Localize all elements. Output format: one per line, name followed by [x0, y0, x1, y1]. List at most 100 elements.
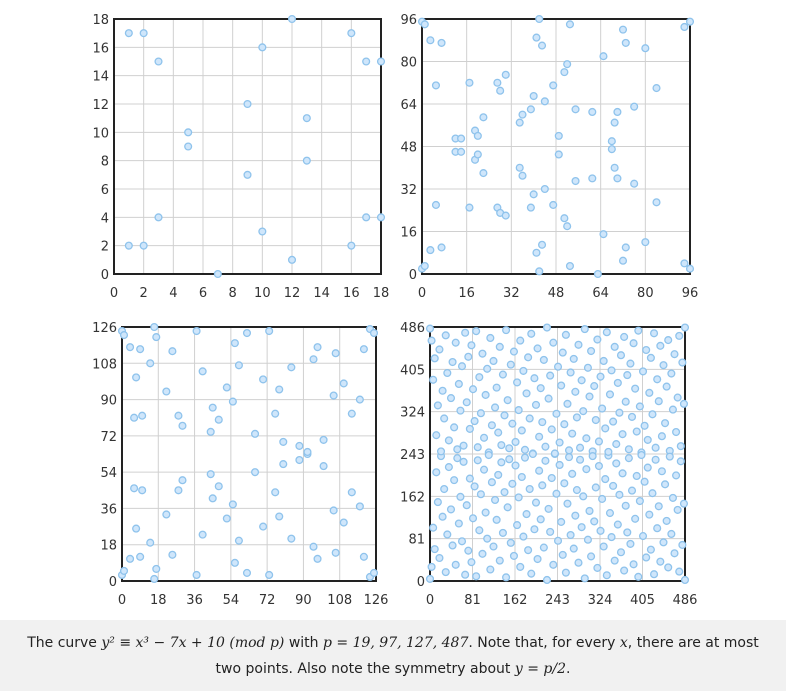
data-point — [527, 569, 536, 578]
x-tick-label: 0 — [426, 593, 434, 608]
caption-x: x — [619, 634, 628, 651]
data-point — [546, 527, 555, 536]
data-point — [124, 29, 133, 38]
caption-text-4: , there are at most two points. Also not… — [215, 634, 759, 677]
data-point — [541, 442, 550, 451]
data-point — [602, 571, 611, 580]
scatter-panel-p19: 0 2 4 6 8 10 12 14 16 18 0 2 4 6 8 10 12 14 16 18 — [92, 13, 389, 301]
data-point — [616, 548, 626, 557]
data-point — [505, 455, 514, 464]
data-point — [560, 479, 569, 488]
data-point — [174, 411, 183, 420]
data-point — [580, 574, 589, 583]
data-point — [243, 170, 252, 179]
data-point — [565, 261, 575, 271]
data-point — [502, 573, 511, 582]
y-tick-label: 48 — [400, 141, 417, 156]
y-tick-label: 72 — [100, 430, 117, 445]
data-point — [230, 339, 239, 348]
data-point — [420, 20, 429, 29]
data-point — [519, 366, 528, 375]
data-point — [613, 520, 622, 529]
data-point — [563, 499, 572, 508]
data-point — [453, 454, 462, 463]
data-point — [535, 432, 544, 441]
data-point — [258, 43, 267, 52]
data-point — [612, 440, 621, 449]
data-point — [146, 538, 155, 547]
data-point — [329, 391, 338, 400]
data-point — [555, 460, 564, 470]
data-point — [347, 29, 356, 38]
data-point — [514, 493, 523, 502]
data-point — [154, 57, 163, 66]
y-tick-label: 36 — [100, 502, 117, 517]
data-point — [198, 367, 207, 376]
data-point — [362, 57, 371, 66]
data-point — [587, 552, 596, 561]
data-point — [561, 330, 570, 339]
data-point — [675, 567, 684, 576]
data-point — [530, 374, 539, 383]
y-tick-label: 12 — [92, 98, 109, 113]
data-point — [446, 394, 456, 403]
data-point — [242, 328, 252, 338]
data-point — [634, 572, 643, 581]
data-point — [132, 524, 141, 533]
data-point — [574, 558, 583, 567]
data-point — [287, 255, 297, 264]
data-point — [130, 484, 139, 493]
data-point — [610, 556, 619, 565]
data-point — [599, 230, 608, 239]
data-point — [443, 368, 452, 378]
data-point — [475, 373, 484, 382]
y-tick-label: 16 — [92, 41, 109, 56]
data-point — [459, 441, 468, 450]
data-point — [152, 564, 161, 573]
data-point — [486, 333, 495, 343]
data-point — [258, 227, 267, 236]
x-tick-label: 32 — [503, 286, 520, 301]
data-point — [479, 169, 488, 178]
data-point — [468, 514, 478, 523]
data-point — [632, 471, 641, 481]
data-point — [250, 429, 260, 438]
y-tick-label: 54 — [100, 466, 117, 481]
data-point — [518, 171, 527, 180]
data-point — [162, 510, 171, 519]
data-point — [178, 476, 187, 485]
data-point — [347, 488, 356, 497]
data-point — [657, 467, 666, 476]
data-point — [184, 128, 193, 137]
data-point — [626, 359, 635, 368]
data-point — [549, 200, 558, 209]
data-point — [359, 552, 368, 561]
plot-frame — [113, 18, 382, 275]
data-point — [437, 38, 446, 47]
data-point — [607, 145, 616, 154]
data-point — [552, 489, 561, 498]
data-point — [599, 542, 608, 551]
data-point — [652, 198, 661, 207]
x-tick-label: 18 — [373, 286, 390, 301]
data-point — [585, 506, 594, 516]
data-point — [465, 424, 474, 433]
data-point — [648, 489, 657, 498]
data-point — [438, 386, 447, 395]
data-point — [520, 453, 530, 462]
data-point — [527, 329, 536, 338]
data-point — [491, 495, 500, 505]
data-point — [347, 409, 356, 418]
data-point — [532, 248, 541, 257]
data-point — [678, 358, 687, 367]
data-point — [621, 397, 630, 406]
data-point — [533, 344, 542, 353]
y-tick-label: 405 — [400, 363, 425, 378]
data-point — [522, 389, 531, 398]
data-point — [659, 361, 668, 370]
data-point — [560, 420, 569, 429]
data-point — [243, 99, 252, 109]
data-point — [369, 328, 379, 338]
data-point — [572, 413, 581, 422]
